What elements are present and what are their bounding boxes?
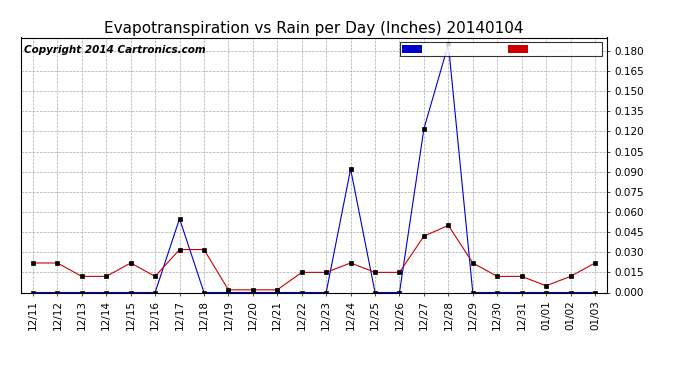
Legend: Rain  (Inches), ET  (Inches): Rain (Inches), ET (Inches) xyxy=(400,42,602,56)
Text: Copyright 2014 Cartronics.com: Copyright 2014 Cartronics.com xyxy=(23,45,205,55)
Title: Evapotranspiration vs Rain per Day (Inches) 20140104: Evapotranspiration vs Rain per Day (Inch… xyxy=(104,21,524,36)
